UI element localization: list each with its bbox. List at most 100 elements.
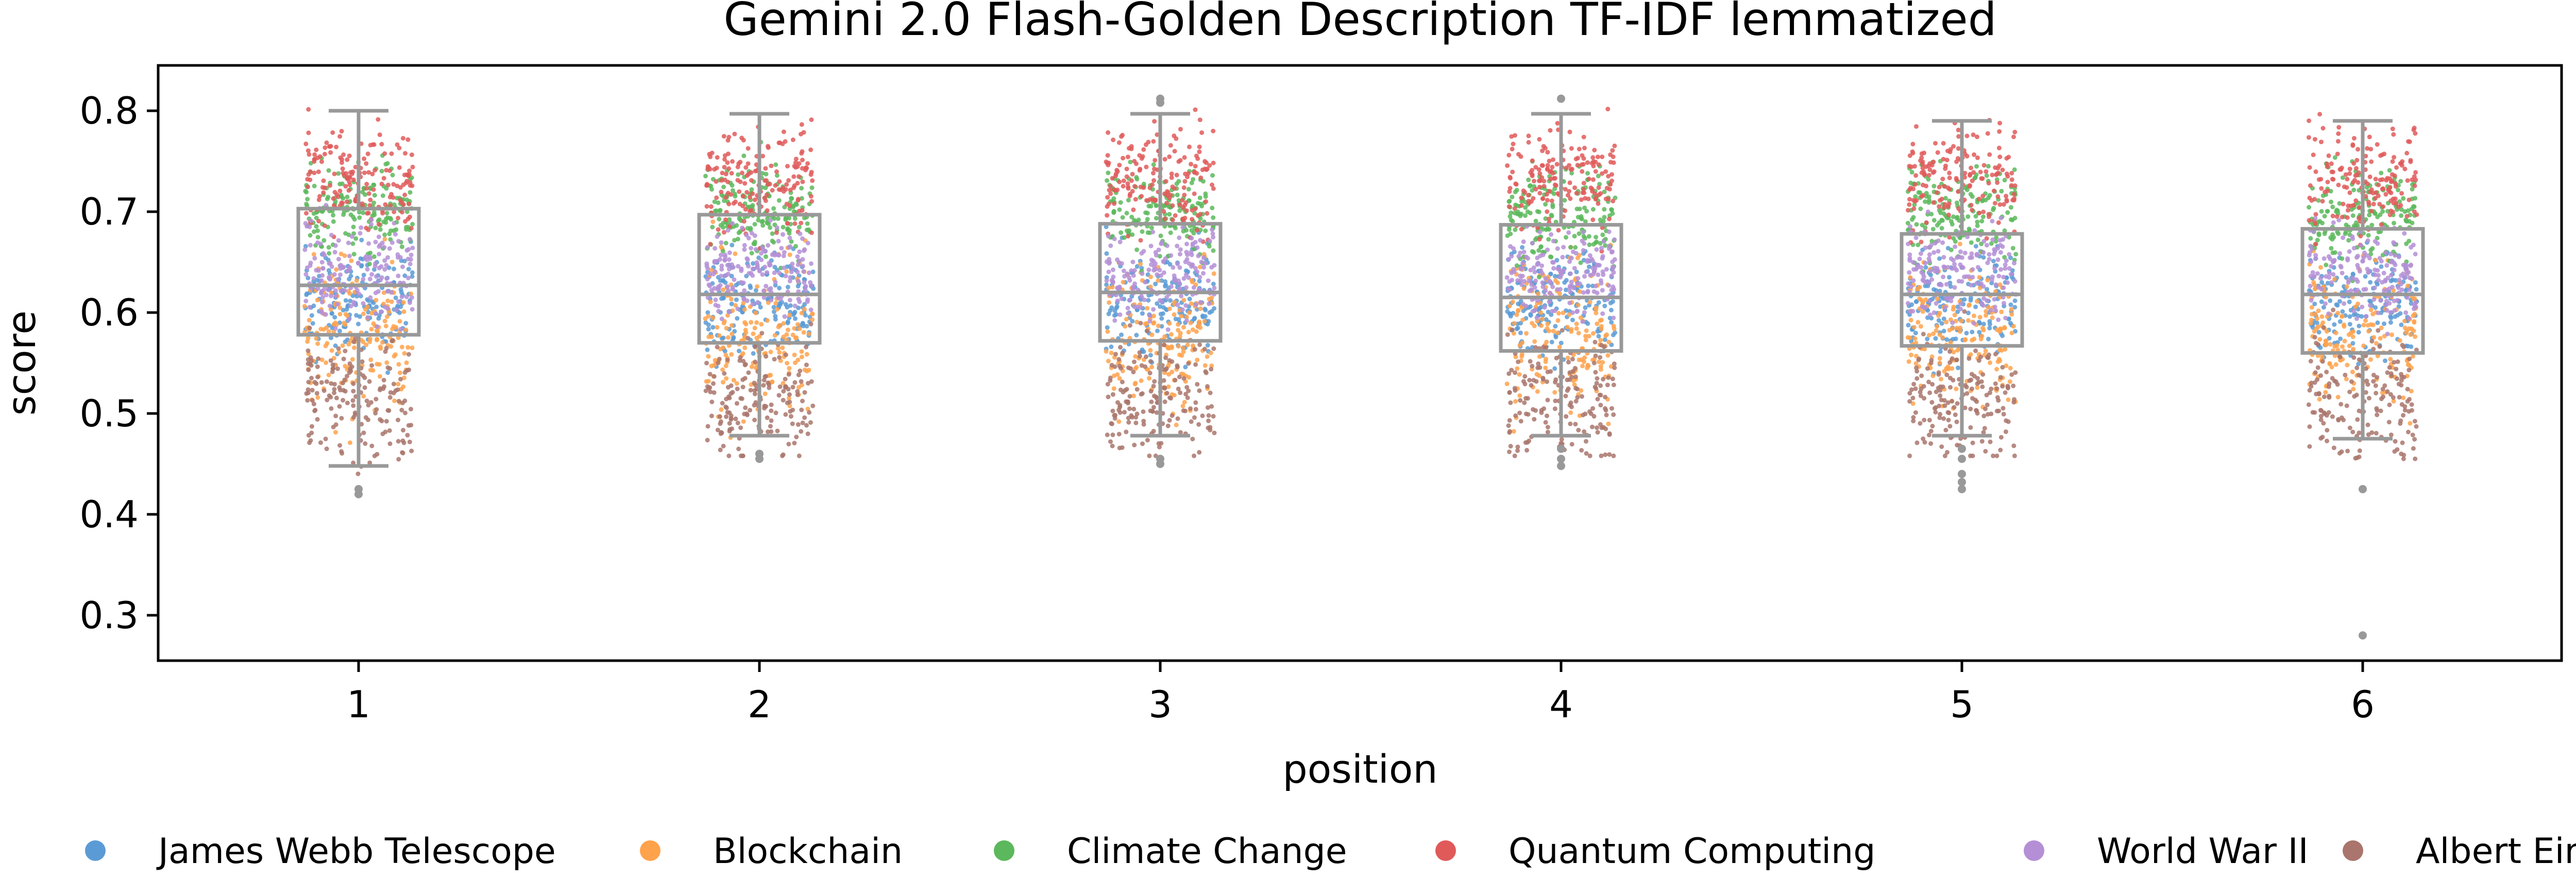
jitter-point <box>1596 334 1601 339</box>
jitter-point <box>1153 158 1158 163</box>
jitter-point <box>1575 215 1581 220</box>
jitter-point <box>409 407 413 411</box>
jitter-point <box>1603 406 1607 411</box>
jitter-point <box>1151 258 1156 264</box>
jitter-point <box>728 417 734 422</box>
jitter-point <box>316 169 321 175</box>
jitter-point <box>1959 255 1964 260</box>
jitter-point <box>771 251 776 256</box>
jitter-point <box>1156 247 1161 252</box>
jitter-point <box>1139 194 1144 199</box>
jitter-point <box>1595 425 1599 430</box>
jitter-point <box>1580 319 1585 324</box>
jitter-point <box>1182 400 1187 405</box>
jitter-point <box>1555 318 1561 323</box>
jitter-point <box>780 345 785 350</box>
jitter-point <box>318 241 323 247</box>
jitter-point <box>1133 420 1139 425</box>
jitter-point <box>388 228 393 233</box>
jitter-point <box>1128 160 1133 165</box>
jitter-point <box>396 238 401 244</box>
jitter-point <box>336 346 341 351</box>
jitter-point <box>1994 367 1999 372</box>
jitter-point <box>305 197 310 202</box>
jitter-point <box>780 453 785 458</box>
jitter-point <box>747 209 752 214</box>
jitter-point <box>732 192 737 197</box>
jitter-point <box>1172 149 1177 154</box>
jitter-point <box>380 340 385 345</box>
jitter-point <box>2005 280 2010 285</box>
jitter-point <box>360 189 365 195</box>
jitter-point <box>801 330 806 335</box>
jitter-point <box>1596 174 1601 179</box>
jitter-point <box>714 179 719 184</box>
jitter-point <box>1131 393 1136 399</box>
jitter-point <box>1106 269 1111 274</box>
jitter-point <box>1125 305 1130 310</box>
jitter-point <box>808 283 814 288</box>
jitter-point <box>763 166 768 171</box>
jitter-point <box>1527 377 1532 383</box>
jitter-point <box>1112 364 1117 369</box>
jitter-point <box>361 272 366 278</box>
jitter-point <box>380 211 385 216</box>
jitter-point <box>1980 194 1986 199</box>
jitter-point <box>1606 283 1612 288</box>
jitter-point <box>797 258 802 263</box>
jitter-point <box>1117 403 1123 408</box>
jitter-point <box>809 199 815 204</box>
jitter-point <box>1933 240 1938 246</box>
jitter-point <box>374 407 379 412</box>
jitter-point <box>1147 319 1153 324</box>
jitter-point <box>1975 265 1980 270</box>
jitter-point <box>364 342 369 348</box>
jitter-point <box>1540 280 1545 285</box>
jitter-point <box>1978 169 1983 175</box>
jitter-point <box>1578 260 1583 265</box>
jitter-point <box>1605 107 1611 112</box>
jitter-point <box>765 208 770 213</box>
jitter-point <box>773 162 778 167</box>
jitter-point <box>715 155 720 160</box>
jitter-point <box>351 381 356 386</box>
jitter-point <box>1210 231 1215 236</box>
jitter-point <box>1606 229 1612 234</box>
jitter-point <box>1186 361 1191 366</box>
jitter-point <box>1148 353 1153 358</box>
jitter-point <box>1577 206 1582 212</box>
jitter-point <box>396 382 401 387</box>
jitter-point <box>1150 197 1156 202</box>
jitter-point <box>795 392 800 398</box>
jitter-point <box>724 376 729 381</box>
jitter-point <box>1540 284 1546 289</box>
jitter-point <box>1985 131 1990 136</box>
jitter-point <box>1975 219 1980 225</box>
jitter-point <box>1606 421 1611 426</box>
jitter-point <box>802 280 807 285</box>
jitter-point <box>1958 306 1963 312</box>
jitter-point <box>1581 412 1586 418</box>
jitter-point <box>734 381 739 386</box>
jitter-point <box>1109 344 1114 349</box>
jitter-point <box>1527 438 1532 443</box>
jitter-point <box>1969 251 1974 256</box>
jitter-point <box>1552 406 1557 411</box>
jitter-point <box>392 266 396 271</box>
jitter-point <box>768 218 773 223</box>
jitter-point <box>1954 268 1959 273</box>
jitter-point <box>398 326 403 332</box>
jitter-point <box>308 263 313 268</box>
jitter-point <box>1176 343 1181 349</box>
jitter-point <box>1149 226 1154 230</box>
jitter-point <box>1984 173 1989 178</box>
jitter-point <box>1583 196 1588 201</box>
jitter-point <box>1610 266 1615 271</box>
jitter-point <box>742 288 747 293</box>
jitter-point <box>1205 211 1210 216</box>
jitter-point <box>308 169 313 174</box>
jitter-point <box>1536 361 1541 366</box>
jitter-point <box>1517 343 1522 348</box>
jitter-point <box>1910 142 1916 147</box>
jitter-point <box>1127 298 1132 303</box>
